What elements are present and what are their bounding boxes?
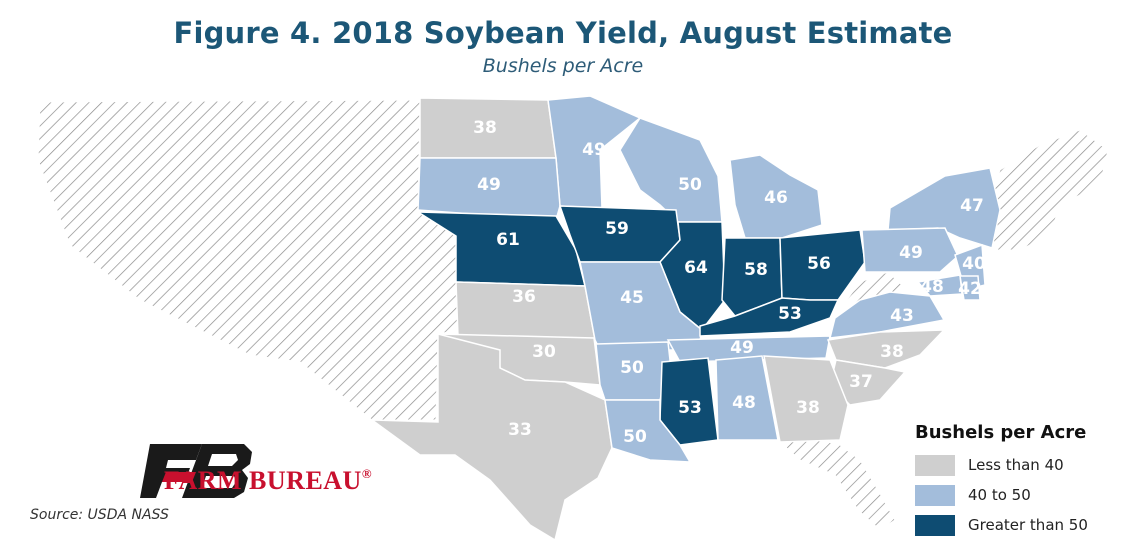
state-shape <box>619 117 723 223</box>
state-value-label: 38 <box>880 342 904 362</box>
source-note: Source: USDA NASS <box>30 507 169 523</box>
state-value-label: 56 <box>807 254 831 274</box>
legend-label-mid: 40 to 50 <box>968 486 1031 504</box>
legend-label-low: Less than 40 <box>968 456 1064 474</box>
western-nonreporting-region <box>37 99 459 421</box>
state-value-label: 47 <box>960 196 984 216</box>
state-value-label: 53 <box>778 304 802 324</box>
state-value-label: 61 <box>496 230 520 250</box>
state-shape <box>861 227 959 273</box>
state-value-label: 37 <box>849 372 873 392</box>
state-shape <box>604 399 692 463</box>
farm-bureau-logo-text: FARM BUREAU® <box>164 466 372 496</box>
legend-swatch-low <box>915 454 955 476</box>
chart-subtitle: Bushels per Acre <box>482 55 644 77</box>
legend-label-high: Greater than 50 <box>968 516 1088 534</box>
florida-nonreporting-region <box>778 437 896 531</box>
state-value-label: 38 <box>473 118 497 138</box>
state-value-label: 33 <box>508 420 532 440</box>
state-value-label: 53 <box>678 398 702 418</box>
state-value-label: 49 <box>899 243 923 263</box>
state-value-label: 50 <box>623 427 647 447</box>
legend-swatch-mid <box>915 484 955 506</box>
legend-title: Bushels per Acre <box>915 422 1087 443</box>
legend-item-mid: 40 to 50 <box>915 484 1115 506</box>
state-value-label: 49 <box>730 338 754 358</box>
state-value-label: 38 <box>796 398 820 418</box>
state-shape <box>916 274 963 297</box>
state-value-label: 30 <box>532 342 556 362</box>
logo-name: FARM BUREAU <box>164 466 362 495</box>
state-value-label: 49 <box>477 175 501 195</box>
state-shape <box>829 291 946 339</box>
state-shape <box>699 297 840 337</box>
state-value-label: 46 <box>764 188 788 208</box>
state-value-label: 49 <box>582 140 606 160</box>
legend: Bushels per Acre Less than 40 40 to 50 G… <box>915 422 1115 544</box>
state-shape <box>729 154 823 239</box>
state-shape <box>763 355 849 443</box>
state-value-label: 50 <box>678 175 702 195</box>
northeast-nonreporting-region <box>984 129 1109 251</box>
state-value-label: 58 <box>744 260 768 280</box>
state-shape <box>666 335 831 363</box>
state-shape <box>417 157 561 221</box>
state-value-label: 42 <box>958 279 982 299</box>
state-value-label: 36 <box>512 287 536 307</box>
state-shape <box>715 355 779 441</box>
legend-item-high: Greater than 50 <box>915 514 1115 536</box>
legend-swatch-high <box>915 514 955 536</box>
farm-bureau-logo-icon <box>140 444 252 498</box>
state-value-label: 40 <box>962 254 986 274</box>
state-value-label: 64 <box>684 258 708 278</box>
state-value-label: 48 <box>732 393 756 413</box>
state-value-label: 59 <box>605 219 629 239</box>
chart-title: Figure 4. 2018 Soybean Yield, August Est… <box>173 16 953 50</box>
state-value-label: 43 <box>890 306 914 326</box>
state-shape <box>959 275 981 301</box>
state-value-label: 48 <box>920 277 944 297</box>
logo-registered-mark: ® <box>361 466 373 481</box>
state-value-label: 45 <box>620 288 644 308</box>
legend-item-low: Less than 40 <box>915 454 1115 476</box>
state-value-label: 50 <box>620 358 644 378</box>
